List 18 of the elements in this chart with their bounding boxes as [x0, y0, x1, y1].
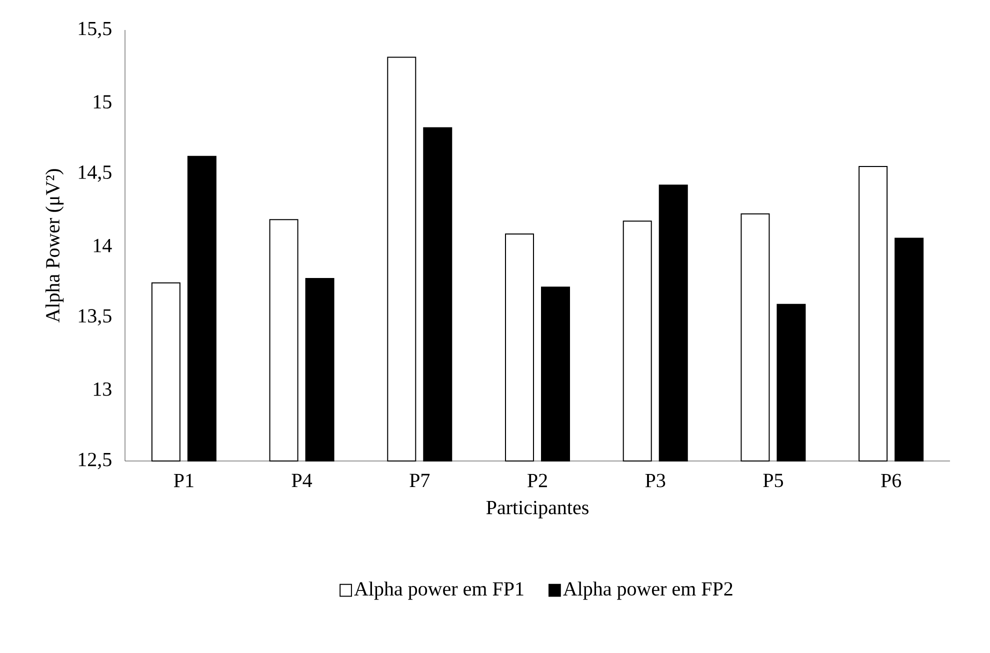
x-tick-label: P3 [645, 474, 666, 488]
x-tick-label: P4 [292, 474, 312, 488]
x-tick-label: P5 [763, 474, 783, 488]
y-tick-label: 13 [94, 382, 112, 396]
x-tick-label: P6 [881, 474, 902, 488]
y-tick-label: 15,5 [78, 22, 112, 38]
y-tick-label: 15 [94, 95, 112, 109]
legend-label: Alpha power em FP1 [354, 582, 524, 600]
y-tick-label: 14 [94, 238, 112, 252]
legend-label: Alpha power em FP2 [563, 582, 732, 600]
y-tick-label: 12,5 [78, 452, 112, 470]
x-axis-title: Participantes [486, 500, 588, 518]
y-tick-label: 13,5 [78, 309, 112, 326]
x-tick-label: P2 [528, 474, 547, 488]
y-tick-label: 14,5 [78, 166, 112, 182]
x-tick-label: P7 [410, 474, 430, 487]
y-axis-title: Alpha Power (μV²) [45, 169, 64, 323]
x-tick-label: P1 [174, 474, 194, 488]
